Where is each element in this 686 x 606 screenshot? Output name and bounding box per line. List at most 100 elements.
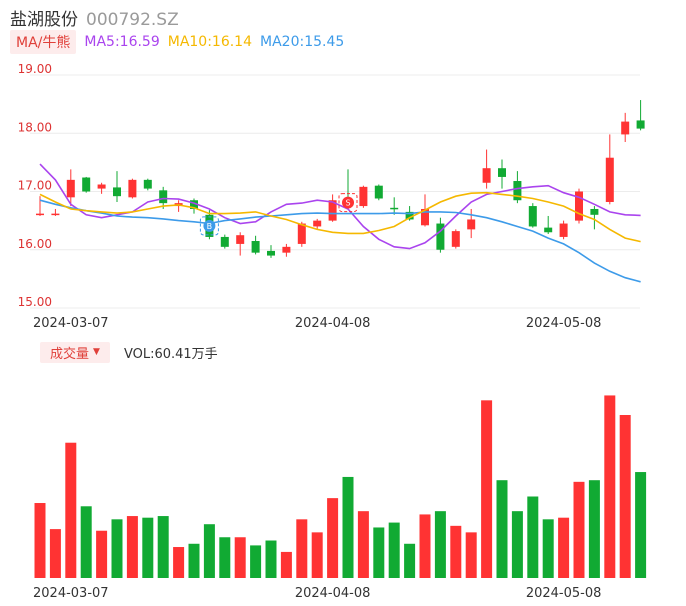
candle-body — [405, 211, 414, 220]
volume-bar — [142, 517, 154, 578]
volume-bar — [96, 530, 108, 578]
candle-body — [359, 186, 368, 207]
candle-body — [528, 206, 537, 227]
candle-body — [328, 200, 337, 221]
volume-bar — [219, 537, 231, 578]
y-tick-label: 16.00 — [18, 237, 52, 251]
volume-bar — [588, 480, 600, 578]
candle-body — [513, 181, 522, 201]
volume-bar — [419, 514, 431, 578]
signal-marker-frame — [199, 216, 219, 236]
y-tick-label: 19.00 — [18, 62, 52, 76]
volume-bar — [203, 524, 215, 578]
y-tick-label: 18.00 — [18, 120, 52, 134]
candle-body — [128, 179, 137, 198]
volume-bar — [404, 543, 416, 578]
candle-body — [621, 121, 630, 135]
signal-marker-dot — [342, 196, 354, 209]
candle-body — [236, 235, 245, 244]
stock-name: 盐湖股份 — [10, 10, 78, 30]
candle-body — [297, 223, 306, 244]
candle-body — [143, 179, 152, 189]
volume-bar — [34, 503, 46, 578]
candle-body — [421, 208, 429, 226]
volume-indicator-label: 成交量 — [50, 346, 90, 362]
candle-body — [82, 177, 91, 192]
candle-body — [267, 250, 275, 256]
candle-body — [374, 185, 383, 199]
volume-bar — [342, 476, 354, 578]
candle-body — [436, 223, 445, 250]
volume-bar — [188, 543, 200, 578]
volume-bar — [481, 400, 493, 578]
ma-indicator-toggle[interactable]: MA/牛熊 — [10, 30, 77, 54]
volume-bar — [388, 522, 400, 578]
candle-body — [220, 236, 229, 247]
ma10-legend: MA10:16.14 — [167, 34, 253, 50]
candle-body — [605, 157, 614, 202]
volume-bar — [542, 519, 554, 578]
candle-body — [482, 168, 491, 183]
volume-bar — [250, 545, 262, 578]
volume-bar — [511, 511, 523, 578]
volume-bar — [280, 551, 292, 578]
volume-bar — [111, 519, 123, 578]
stock-code: 000792.SZ — [86, 10, 179, 30]
volume-bar — [373, 527, 385, 578]
volume-indicator-dropdown[interactable]: 成交量 ▼ — [40, 341, 110, 363]
volume-bar — [234, 537, 246, 578]
candle-body — [66, 179, 75, 198]
candle-body — [636, 120, 645, 129]
x-date-label: 2024-04-08 — [295, 586, 371, 601]
price-chart: B S 19.00 18.00 17.00 16.00 15.00 2024-03-07 2… — [18, 62, 645, 331]
volume-bar — [465, 532, 477, 578]
volume-bar — [635, 472, 647, 578]
candle-body — [313, 220, 322, 227]
x-date-label: 2024-05-08 — [526, 586, 602, 601]
signal-marker-label: B — [207, 222, 213, 231]
candle-body — [282, 246, 291, 253]
candle-body — [51, 213, 60, 216]
volume-bar — [173, 547, 185, 578]
stock-header: 盐湖股份 000792.SZ — [10, 5, 179, 30]
ma5-legend: MA5:16.59 — [84, 34, 160, 50]
candle-body — [590, 208, 599, 215]
candle-body — [467, 219, 476, 230]
volume-bar — [527, 496, 539, 578]
x-date-label: 2024-05-08 — [526, 316, 602, 331]
volume-bar — [357, 511, 369, 578]
ma10-line — [39, 191, 641, 243]
y-tick-label: 17.00 — [18, 179, 52, 193]
volume-bar — [327, 498, 339, 578]
candle-body — [498, 168, 506, 177]
signal-marker-label: S — [345, 199, 350, 208]
candle-body — [390, 207, 399, 210]
volume-bar — [573, 481, 585, 578]
dropdown-caret-icon: ▼ — [93, 347, 100, 357]
volume-bar — [126, 516, 138, 578]
signal-marker-frame — [338, 193, 358, 213]
volume-value: VOL:60.41万手 — [123, 346, 218, 362]
candle-body — [544, 227, 553, 233]
ma20-legend: MA20:15.45 — [260, 34, 345, 50]
signal-marker-dot — [203, 219, 216, 232]
candle-body — [251, 241, 260, 253]
candle-body — [190, 200, 198, 209]
x-date-label: 2024-03-07 — [33, 586, 109, 601]
volume-bar — [49, 529, 61, 578]
candle-body — [575, 191, 583, 221]
volume-bar — [496, 480, 508, 578]
candle-body — [36, 213, 44, 216]
volume-bar — [80, 506, 92, 578]
candle-body — [451, 231, 460, 247]
volume-bar — [619, 415, 631, 578]
volume-bar — [434, 511, 446, 578]
volume-bar — [65, 442, 77, 578]
volume-bar — [604, 395, 616, 578]
candle-body — [97, 184, 106, 189]
candle-body — [113, 187, 121, 197]
volume-bar — [265, 540, 277, 578]
ma-legend: MA/牛熊 MA5:16.59 MA10:16.14 MA20:15.45 — [10, 30, 344, 54]
volume-bar — [311, 532, 323, 578]
volume-bar — [450, 525, 462, 578]
